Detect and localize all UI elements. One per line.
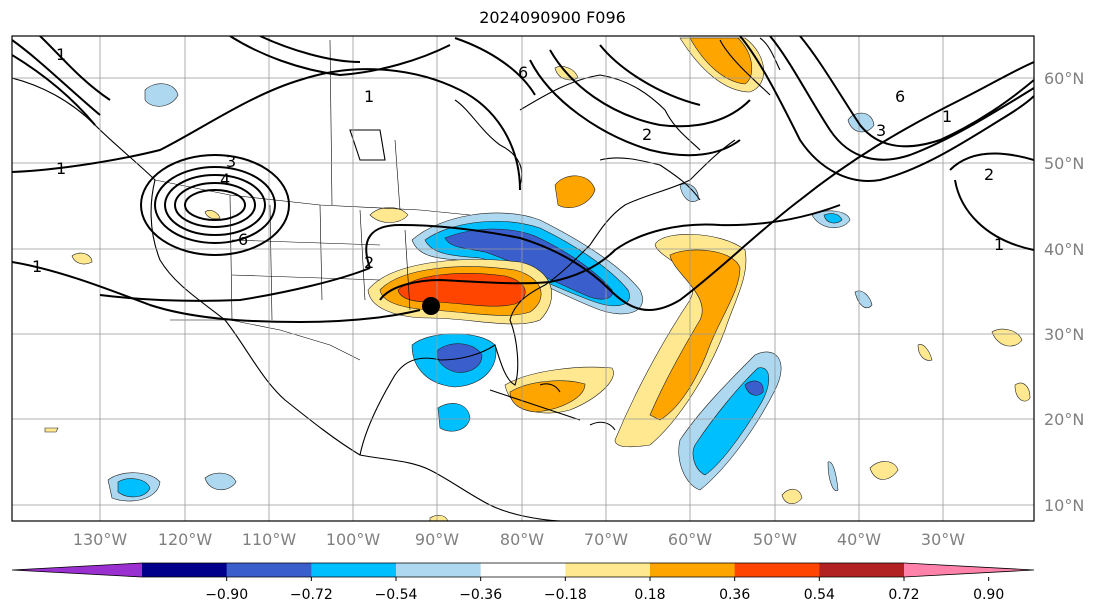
colorbar-tick-label: −0.90 (205, 587, 248, 603)
colorbar: −0.90 −0.72 −0.54 −0.36 −0.18 0.18 0.36 0.54 0.7… (11, 562, 1035, 603)
colorbar-outline (11, 562, 1035, 578)
colorbar-tick-label: −0.54 (375, 587, 418, 603)
colorbar-tick-label: −0.36 (459, 587, 502, 603)
lat-tick-label: 50°N (1044, 154, 1084, 173)
lon-tick-label: 110°W (242, 530, 297, 549)
contour-label: 6 (895, 87, 905, 106)
contour-label: 4 (220, 170, 230, 189)
lon-tick-label: 120°W (158, 530, 213, 549)
colorbar-tick-label: 0.54 (804, 587, 835, 603)
lat-tick-label: 60°N (1044, 69, 1084, 88)
contour-label: 1 (56, 45, 66, 64)
lon-tick-label: 50°W (753, 530, 797, 549)
storm-marker-dot (422, 297, 440, 315)
colorbar-tick-label: −0.72 (290, 587, 333, 603)
lon-tick-label: 60°W (668, 530, 712, 549)
contour-label: 1 (364, 87, 374, 106)
contour-label: 2 (984, 165, 994, 184)
colorbar-tick-label: 0.18 (634, 587, 665, 603)
contour-label: 6 (518, 63, 528, 82)
contour-label: 1 (994, 235, 1004, 254)
lon-tick-label: 100°W (326, 530, 381, 549)
contour-label: 6 (238, 230, 248, 249)
colorbar-extend-low (12, 563, 142, 577)
colorbar-tick-label: 0.36 (719, 587, 750, 603)
lat-tick-label: 10°N (1044, 496, 1084, 515)
lon-tick-label: 40°W (837, 530, 881, 549)
contour-label: 3 (226, 152, 236, 171)
contour-label: 3 (876, 121, 886, 140)
colorbar-swatch (480, 563, 566, 577)
colorbar-tick-label: 0.72 (888, 587, 919, 603)
lon-tick-label: 130°W (73, 530, 128, 549)
lon-tick-label: 80°W (500, 530, 544, 549)
colorbar-tick-label: 0.90 (973, 587, 1004, 603)
contour-label: 1 (942, 107, 952, 126)
plot-frame (11, 35, 1035, 522)
contour-label: 2 (364, 253, 374, 272)
contour-label: 2 (642, 125, 652, 144)
contour-lines (12, 36, 1034, 324)
lon-tick-label: 90°W (415, 530, 459, 549)
colorbar-tick-label: −0.18 (544, 587, 587, 603)
lat-tick-label: 30°N (1044, 325, 1084, 344)
colorbar-extend-high (904, 563, 1034, 577)
map-title: 2024090900 F096 (479, 8, 626, 27)
lat-tick-label: 20°N (1044, 410, 1084, 429)
colorbar-swatch (311, 563, 397, 577)
colorbar-swatch (142, 563, 228, 577)
colorbar-swatch (396, 563, 482, 577)
colorbar-swatch (650, 563, 736, 577)
contour-label: 1 (56, 159, 66, 178)
lon-tick-label: 70°W (584, 530, 628, 549)
colorbar-swatch (819, 563, 905, 577)
contour-label: 1 (32, 257, 42, 276)
anomaly-shading (44, 37, 1031, 521)
longitude-labels: 130°W 120°W 110°W 100°W 90°W 80°W 70°W 6… (73, 530, 965, 549)
colorbar-swatch (565, 563, 651, 577)
colorbar-swatch (734, 563, 820, 577)
latitude-labels: 60°N 50°N 40°N 30°N 20°N 10°N (1044, 69, 1084, 515)
colorbar-swatch (226, 563, 312, 577)
lat-tick-label: 40°N (1044, 240, 1084, 259)
coastlines (12, 37, 781, 521)
lon-tick-label: 30°W (921, 530, 965, 549)
contour-label-group: 1 1 3 4 6 2 1 6 2 1 3 6 1 2 1 (32, 45, 1004, 276)
